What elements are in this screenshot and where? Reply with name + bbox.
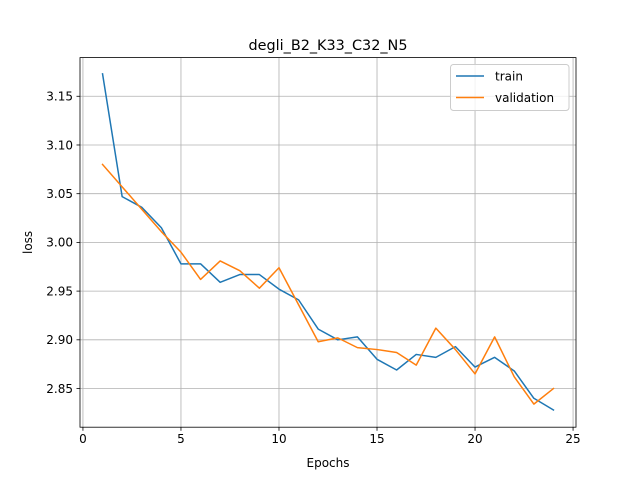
x-tick-label: 0 (79, 432, 87, 446)
series-line-train (101, 73, 555, 411)
x-tick-label: 10 (271, 432, 286, 446)
axis-ticks: 0 5 10 15 20 25 2.85 2.90 2.95 3.00 3.05 3.10 3.15 (46, 90, 580, 447)
y-tick-label: 2.95 (46, 284, 73, 298)
chart-title: degli_B2_K33_C32_N5 (249, 38, 408, 54)
y-tick-label: 3.00 (46, 236, 73, 250)
y-tick-label: 2.85 (46, 382, 73, 396)
y-tick-label: 3.15 (46, 90, 73, 104)
x-tick-label: 20 (467, 432, 482, 446)
y-tick-label: 3.10 (46, 138, 73, 152)
y-axis-label: loss (21, 231, 35, 254)
x-axis-label: Epochs (307, 456, 350, 470)
x-tick-label: 15 (369, 432, 384, 446)
legend-label-validation: validation (495, 91, 554, 105)
legend: train validation (450, 64, 570, 111)
legend-label-train: train (495, 69, 523, 83)
x-tick-label: 25 (565, 432, 580, 446)
x-tick-label: 5 (177, 432, 185, 446)
series-line-validation (101, 163, 555, 405)
series-lines (101, 73, 555, 411)
y-tick-label: 2.90 (46, 333, 73, 347)
grid (80, 57, 576, 428)
y-tick-label: 3.05 (46, 187, 73, 201)
